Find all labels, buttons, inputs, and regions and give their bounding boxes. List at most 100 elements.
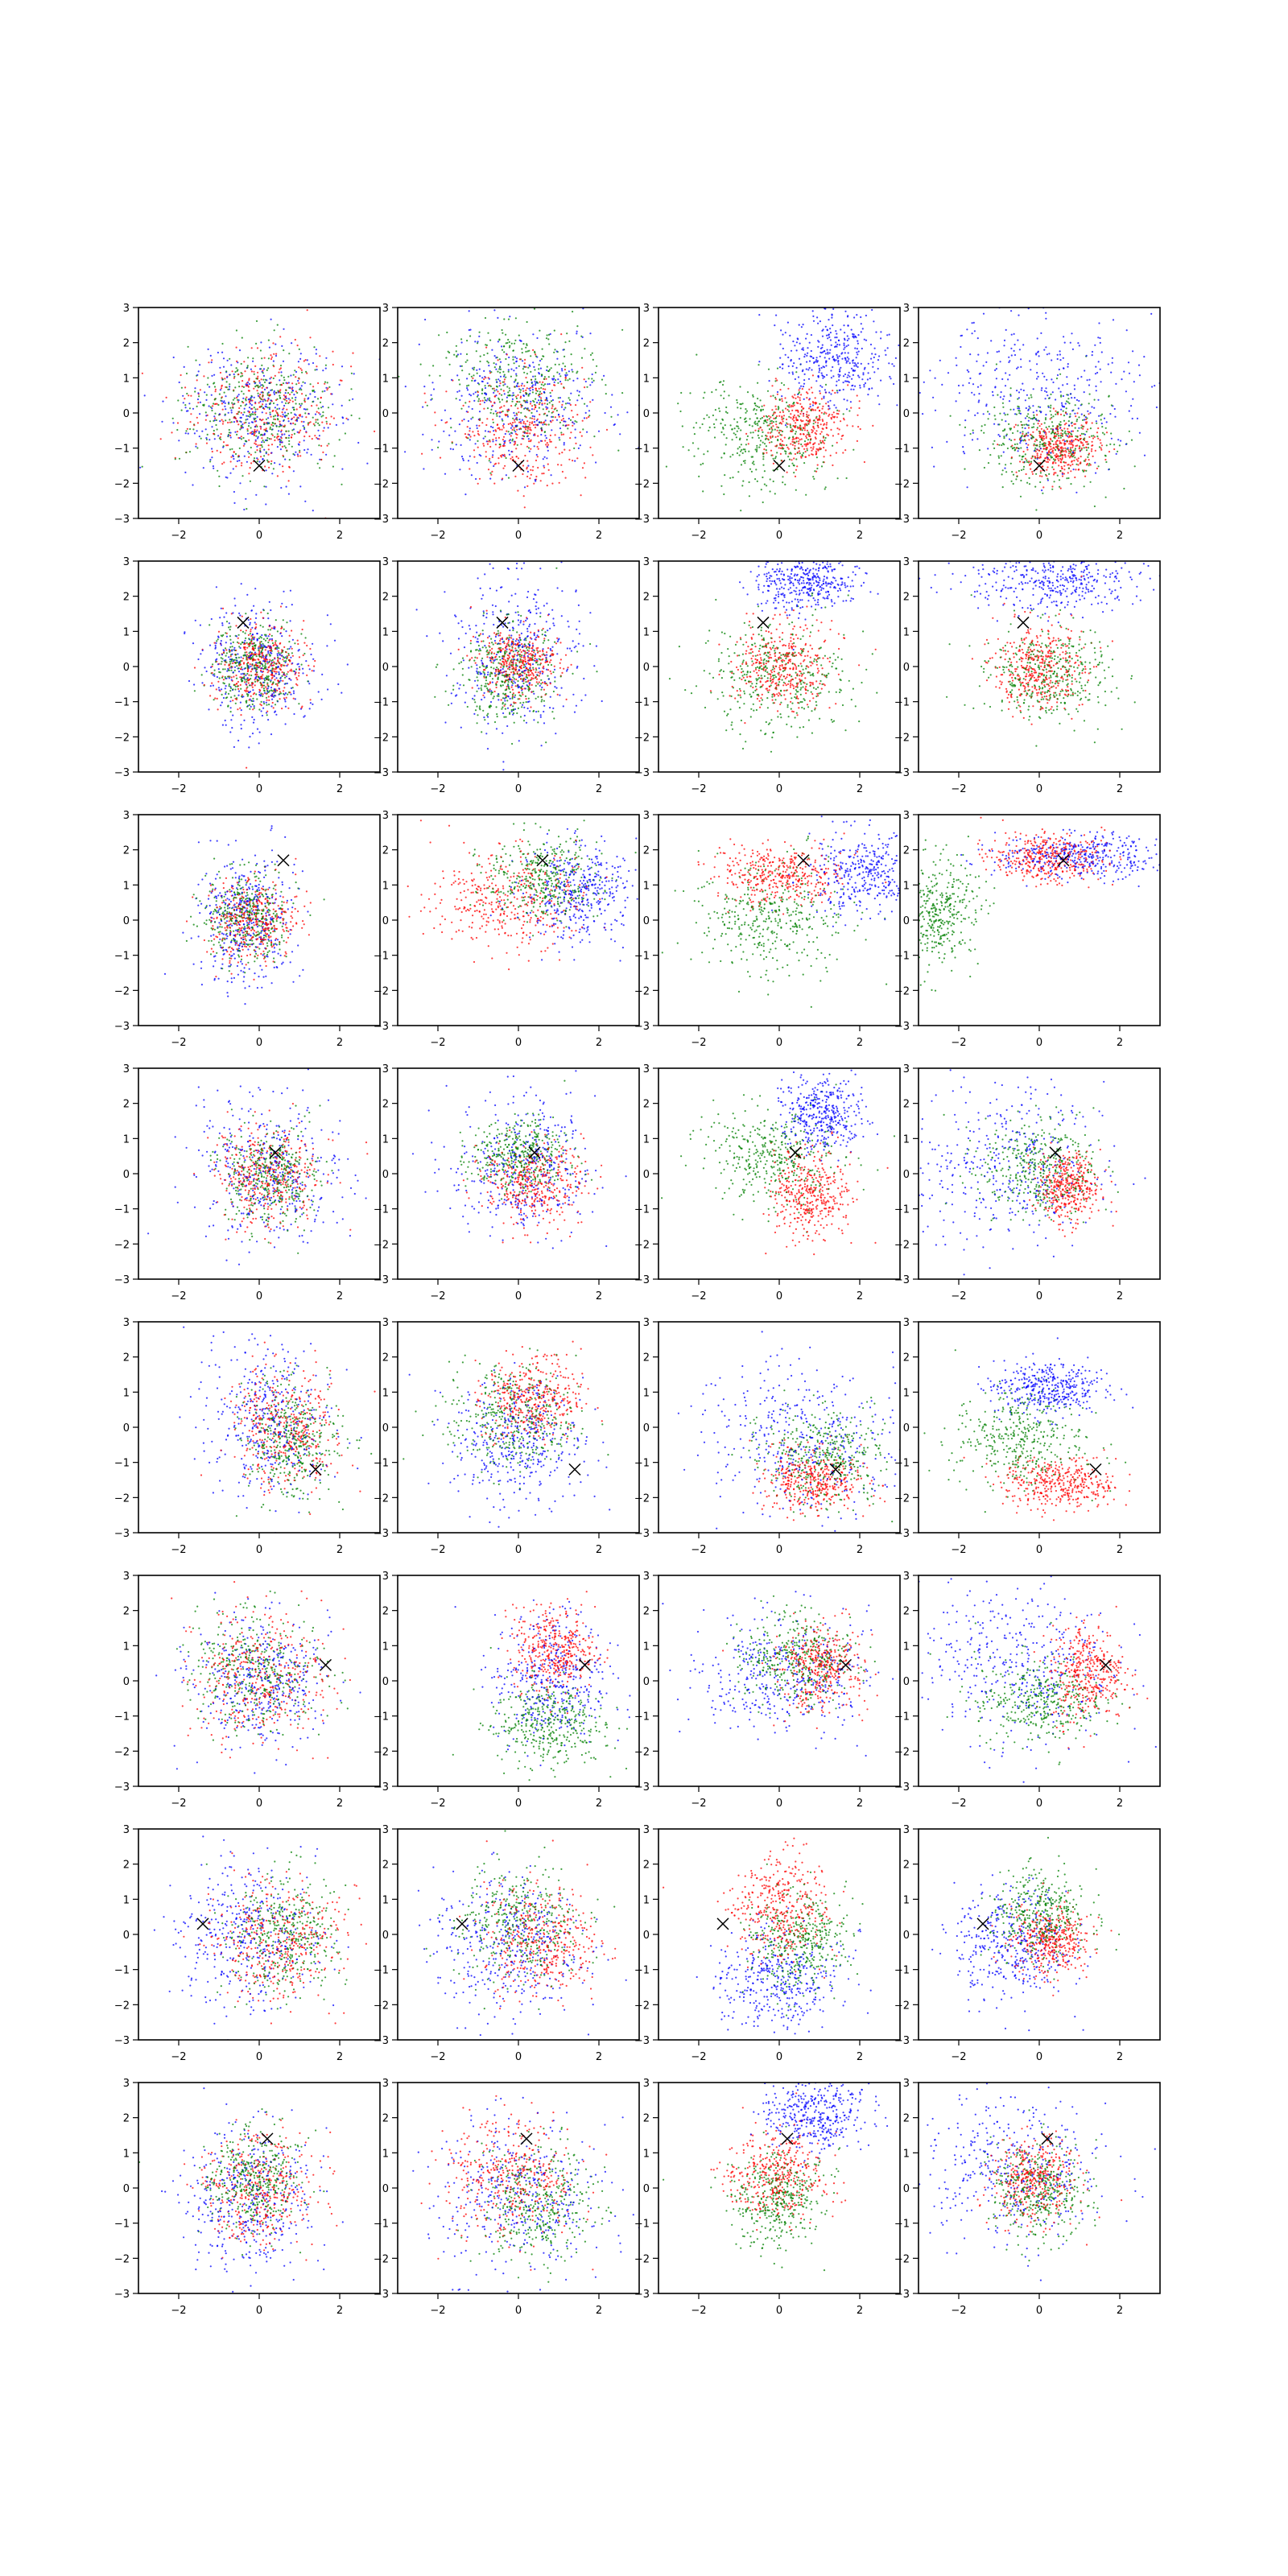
scatter-point-series-3 — [390, 373, 391, 374]
scatter-point-series-3 — [781, 446, 784, 449]
scatter-point-series-2 — [350, 372, 353, 374]
scatter-point-series-2 — [1071, 421, 1073, 424]
scatter-point-series-3 — [819, 416, 821, 419]
scatter-point-series-1 — [449, 417, 452, 420]
scatter-point-series-3 — [295, 376, 297, 378]
scatter-point-series-3 — [562, 433, 565, 436]
scatter-point-series-2 — [704, 391, 706, 394]
scatter-point-series-2 — [1070, 452, 1072, 454]
scatter-point-series-2 — [762, 441, 764, 444]
scatter-point-series-2 — [217, 469, 219, 472]
scatter-point-series-1 — [324, 390, 326, 392]
scatter-point-series-3 — [1091, 440, 1093, 443]
scatter-point-series-3 — [529, 421, 531, 424]
scatter-point-series-1 — [1026, 394, 1028, 396]
scatter-point-series-3 — [259, 448, 262, 450]
scatter-point-series-1 — [192, 407, 195, 410]
scatter-point-series-1 — [1040, 332, 1042, 334]
scatter-point-series-2 — [540, 386, 543, 389]
scatter-point-series-1 — [193, 432, 196, 435]
scatter-point-series-1 — [815, 361, 817, 363]
scatter-point-series-2 — [209, 420, 212, 423]
scatter-point-series-1 — [806, 354, 808, 357]
scatter-point-series-1 — [539, 395, 541, 398]
scatter-point-series-3 — [1047, 443, 1050, 446]
scatter-point-series-1 — [604, 411, 606, 415]
scatter-point-series-1 — [534, 384, 537, 386]
scatter-point-series-3 — [802, 419, 804, 423]
scatter-point-series-2 — [218, 475, 221, 477]
scatter-point-series-3 — [766, 452, 768, 454]
scatter-point-series-2 — [496, 386, 498, 388]
scatter-point-series-1 — [591, 373, 593, 376]
scatter-point-series-1 — [460, 456, 464, 458]
scatter-point-series-2 — [276, 418, 279, 420]
scatter-point-series-1 — [225, 677, 228, 679]
scatter-point-series-3 — [270, 438, 272, 440]
scatter-point-series-3 — [305, 416, 308, 419]
scatter-point-series-1 — [1088, 384, 1091, 386]
scatter-point-series-2 — [751, 436, 753, 439]
scatter-point-series-3 — [242, 444, 245, 447]
y-tick-label: −2 — [634, 478, 650, 490]
scatter-point-series-2 — [765, 445, 768, 448]
scatter-point-series-2 — [426, 404, 428, 407]
scatter-point-series-2 — [768, 428, 771, 431]
scatter-point-series-2 — [1022, 440, 1025, 442]
scatter-point-series-1 — [258, 742, 260, 745]
scatter-point-series-1 — [251, 411, 254, 413]
scatter-point-series-1 — [832, 324, 834, 327]
scatter-point-series-3 — [523, 362, 526, 365]
scatter-point-series-2 — [260, 444, 263, 447]
scatter-point-series-2 — [543, 423, 546, 426]
scatter-point-series-1 — [495, 389, 497, 391]
scatter-point-series-1 — [327, 688, 329, 691]
scatter-point-series-1 — [826, 329, 828, 332]
scatter-point-series-3 — [261, 386, 263, 389]
scatter-point-series-1 — [246, 460, 248, 463]
scatter-point-series-2 — [255, 384, 258, 386]
scatter-point-series-1 — [273, 390, 275, 393]
scatter-point-series-2 — [1097, 465, 1100, 468]
scatter-point-series-2 — [551, 411, 553, 414]
scatter-point-series-2 — [722, 380, 725, 382]
scatter-point-series-3 — [1113, 448, 1116, 451]
scatter-point-series-1 — [1064, 402, 1067, 405]
scatter-point-series-3 — [560, 382, 563, 385]
scatter-point-series-2 — [312, 401, 314, 403]
scatter-point-series-3 — [545, 378, 547, 380]
scatter-point-series-1 — [192, 484, 194, 486]
scatter-point-series-2 — [483, 397, 486, 399]
scatter-point-series-3 — [1036, 448, 1038, 451]
scatter-point-series-1 — [524, 407, 526, 409]
scatter-point-series-3 — [540, 397, 543, 399]
scatter-point-series-3 — [806, 411, 808, 413]
scatter-point-series-2 — [959, 423, 961, 426]
scatter-point-series-3 — [292, 422, 295, 425]
scatter-point-series-3 — [1059, 413, 1063, 416]
scatter-point-series-2 — [501, 398, 504, 401]
scatter-point-series-3 — [821, 419, 824, 421]
scatter-point-series-2 — [213, 398, 216, 401]
scatter-point-series-2 — [553, 329, 555, 332]
scatter-point-series-3 — [493, 482, 496, 485]
scatter-point-series-3 — [490, 473, 493, 476]
y-tick-label: −3 — [634, 514, 650, 526]
scatter-point-series-3 — [835, 452, 837, 454]
scatter-point-series-1 — [508, 356, 510, 359]
scatter-point-series-2 — [279, 384, 282, 386]
scatter-point-series-3 — [1034, 456, 1037, 459]
scatter-point-series-1 — [466, 378, 469, 380]
scatter-point-series-1 — [563, 442, 565, 444]
scatter-point-series-2 — [1051, 425, 1055, 427]
scatter-point-series-1 — [844, 310, 847, 312]
scatter-point-series-1 — [248, 382, 250, 386]
scatter-point-series-3 — [826, 422, 828, 424]
scatter-point-series-3 — [526, 475, 529, 478]
scatter-point-series-1 — [308, 363, 310, 365]
scatter-point-series-2 — [249, 480, 251, 482]
scatter-point-series-2 — [774, 456, 778, 458]
scatter-point-series-1 — [539, 360, 542, 362]
scatter-point-series-2 — [508, 387, 510, 390]
scatter-point-series-3 — [1077, 440, 1080, 442]
